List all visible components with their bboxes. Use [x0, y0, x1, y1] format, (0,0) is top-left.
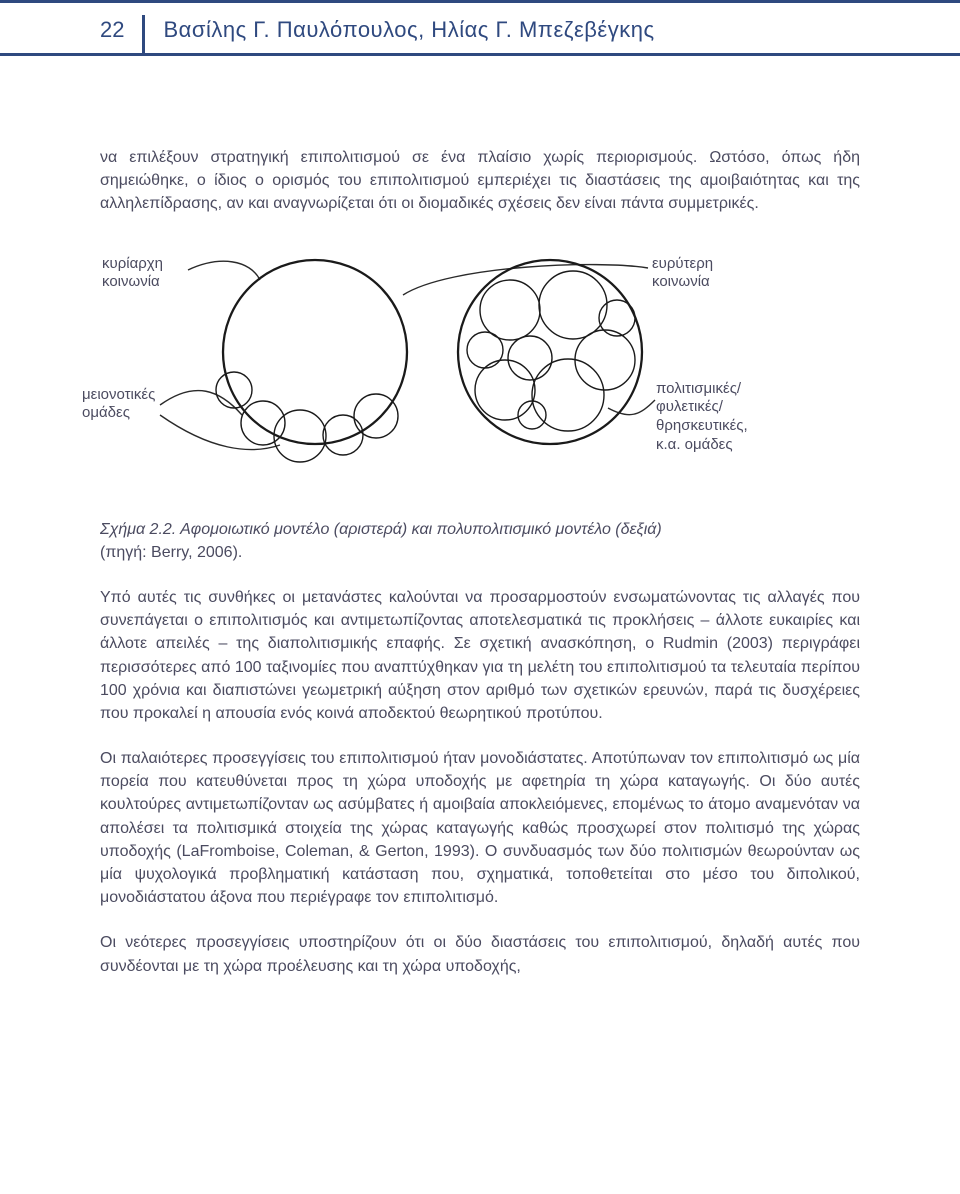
intro-paragraph: να επιλέξουν στρατηγική επιπολιτισμού σε…: [100, 146, 860, 216]
figure-label-wider-society: ευρύτερη κοινωνία: [652, 255, 713, 293]
label-line: ευρύτερη: [652, 255, 713, 272]
page: 22 Βασίλης Γ. Παυλόπουλος, Ηλίας Γ. Μπεζ…: [0, 0, 960, 1194]
running-title: Βασίλης Γ. Παυλόπουλος, Ηλίας Γ. Μπεζεβέ…: [145, 15, 654, 53]
page-number: 22: [82, 15, 145, 53]
figure-2-2: κυρίαρχη κοινωνία ευρύτερη κοινωνία μειο…: [100, 240, 860, 500]
caption-label: Σχήμα 2.2.: [100, 521, 176, 538]
label-line: κ.α. ομάδες: [656, 436, 733, 453]
body-paragraph-3: Οι νεότερες προσεγγίσεις υποστηρίζουν ότ…: [100, 931, 860, 977]
label-line: κυρίαρχη: [102, 255, 163, 272]
label-line: ομάδες: [82, 404, 130, 421]
figure-label-cultural-groups: πολιτισμικές/ φυλετικές/ θρησκευτικές, κ…: [656, 380, 748, 455]
label-line: πολιτισμικές/: [656, 380, 741, 397]
caption-text: Αφομοιωτικό μοντέλο (αριστερά) και πολυπ…: [176, 521, 661, 538]
page-content: να επιλέξουν στρατηγική επιπολιτισμού σε…: [0, 56, 960, 1008]
caption-source: (πηγή: Berry, 2006).: [100, 544, 242, 561]
label-line: κοινωνία: [102, 273, 160, 290]
label-line: φυλετικές/: [656, 398, 723, 415]
body-paragraph-2: Οι παλαιότερες προσεγγίσεις του επιπολιτ…: [100, 747, 860, 909]
label-line: θρησκευτικές,: [656, 417, 748, 434]
figure-svg: [100, 240, 860, 500]
running-header: 22 Βασίλης Γ. Παυλόπουλος, Ηλίας Γ. Μπεζ…: [0, 0, 960, 56]
figure-caption: Σχήμα 2.2. Αφομοιωτικό μοντέλο (αριστερά…: [100, 518, 860, 564]
figure-label-dominant-society: κυρίαρχη κοινωνία: [102, 255, 163, 293]
label-line: μειονοτικές: [82, 386, 155, 403]
label-line: κοινωνία: [652, 273, 710, 290]
figure-label-minority-groups: μειονοτικές ομάδες: [82, 386, 155, 424]
body-paragraph-1: Υπό αυτές τις συνθήκες οι μετανάστες καλ…: [100, 586, 860, 725]
